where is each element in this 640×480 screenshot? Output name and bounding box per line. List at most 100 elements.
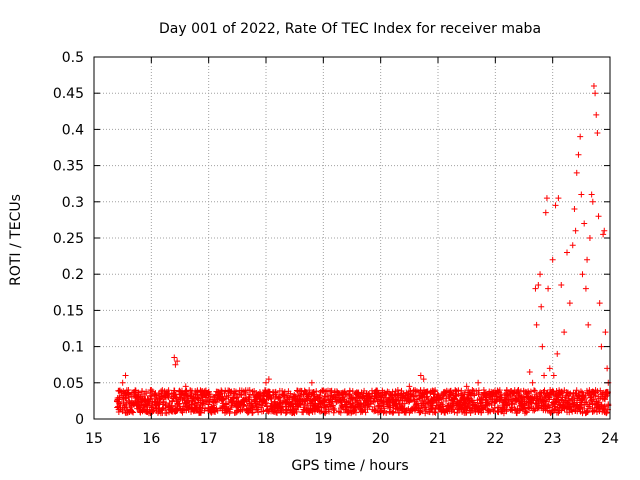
y-tick-label: 0.15	[53, 303, 84, 319]
data-point	[469, 387, 476, 394]
data-point	[122, 395, 129, 402]
data-point	[122, 372, 129, 379]
data-point	[542, 209, 549, 216]
data-point	[265, 376, 272, 383]
data-point	[232, 388, 239, 395]
data-point	[417, 372, 424, 379]
data-point	[154, 394, 161, 401]
data-point	[245, 394, 252, 401]
data-point	[313, 388, 320, 395]
data-point	[262, 399, 269, 406]
data-point	[598, 343, 605, 350]
data-point	[272, 390, 279, 397]
data-point	[597, 387, 604, 394]
data-point	[176, 400, 183, 407]
data-point	[569, 408, 576, 415]
data-point	[432, 409, 439, 416]
data-point	[592, 90, 599, 97]
data-point	[171, 354, 178, 361]
data-point	[263, 403, 270, 410]
data-point	[541, 372, 548, 379]
data-point	[182, 383, 189, 390]
data-point	[452, 387, 459, 394]
data-point	[326, 408, 333, 415]
data-point	[603, 409, 610, 416]
x-tick-label: 16	[142, 431, 160, 447]
data-point	[511, 401, 518, 408]
data-point	[589, 198, 596, 205]
data-point	[217, 390, 224, 397]
data-point	[366, 394, 373, 401]
data-point	[494, 404, 501, 411]
data-point	[191, 396, 198, 403]
data-point	[136, 394, 143, 401]
data-point	[251, 397, 258, 404]
data-point	[579, 271, 586, 278]
data-point	[360, 390, 367, 397]
data-point	[417, 387, 424, 394]
data-point	[182, 388, 189, 395]
data-point	[532, 387, 539, 394]
data-point	[304, 402, 311, 409]
data-point	[383, 409, 390, 416]
data-point	[594, 130, 601, 137]
data-point	[412, 387, 419, 394]
chart-title: Day 001 of 2022, Rate Of TEC Index for r…	[159, 21, 541, 37]
data-point	[359, 408, 366, 415]
data-point	[177, 394, 183, 401]
data-point	[572, 227, 579, 234]
data-point	[593, 111, 600, 118]
data-point	[285, 401, 292, 408]
data-point	[389, 409, 396, 416]
data-point	[394, 387, 401, 394]
data-point	[603, 410, 610, 417]
data-point	[480, 387, 487, 394]
data-point	[547, 409, 554, 416]
data-point	[301, 401, 308, 408]
data-point	[287, 390, 294, 397]
data-point	[227, 389, 234, 396]
data-point	[148, 393, 155, 400]
data-point	[419, 408, 426, 415]
data-point	[526, 368, 533, 375]
data-point	[400, 390, 407, 397]
data-point	[142, 397, 149, 404]
data-point	[531, 387, 538, 394]
data-point	[165, 390, 172, 397]
data-point	[362, 409, 369, 416]
grid	[94, 57, 610, 419]
data-point	[385, 395, 392, 402]
data-point	[221, 390, 228, 397]
data-point	[420, 376, 427, 383]
data-point	[268, 394, 275, 401]
data-point	[239, 407, 246, 414]
data-point	[571, 206, 578, 213]
data-point	[354, 397, 361, 404]
data-point	[281, 388, 288, 395]
data-point	[521, 394, 527, 401]
data-point	[172, 361, 179, 368]
y-tick-label: 0	[75, 412, 84, 428]
data-point	[503, 387, 510, 394]
data-point	[240, 401, 247, 408]
data-point	[249, 409, 256, 416]
data-point	[483, 397, 490, 404]
data-point	[194, 394, 201, 401]
data-point	[343, 401, 350, 408]
data-point	[291, 394, 298, 401]
axis-ticks: 15 16 17 18 19 20 21 22 23 24 0 0.05 0.1 0.15 0.2 0.25 0…	[53, 50, 619, 447]
data-point	[495, 388, 502, 395]
data-point	[287, 406, 294, 413]
data-point	[554, 350, 561, 357]
data-point	[320, 397, 327, 404]
data-point	[537, 271, 544, 278]
data-point	[502, 396, 509, 403]
data-point	[558, 282, 565, 289]
data-point	[602, 329, 609, 336]
data-point	[573, 169, 580, 176]
data-point	[585, 321, 592, 328]
data-point	[582, 285, 589, 292]
data-point	[529, 379, 536, 386]
data-point	[515, 387, 522, 394]
data-points	[113, 82, 612, 417]
